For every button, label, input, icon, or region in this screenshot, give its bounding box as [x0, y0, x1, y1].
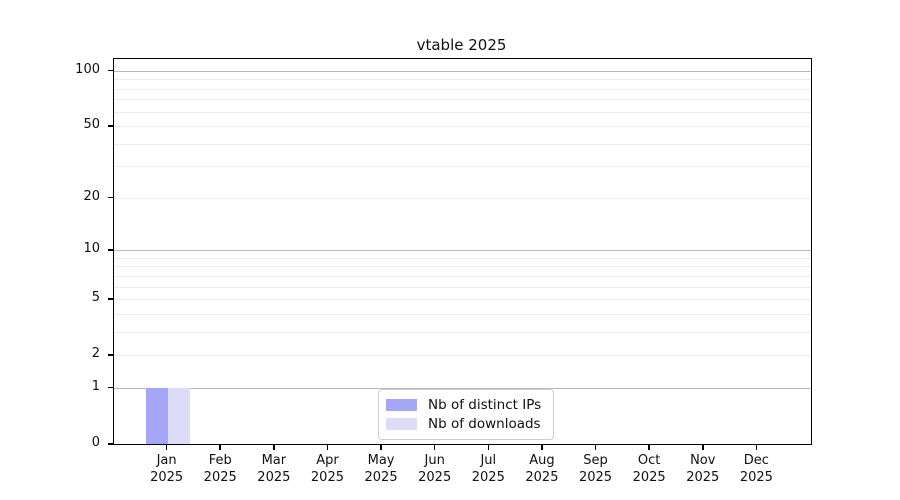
minor-gridline	[114, 166, 811, 168]
chart-title: vtable 2025	[416, 36, 507, 54]
minor-gridline	[114, 79, 811, 81]
x-tick	[487, 444, 490, 450]
legend-item-distinct-ips: Nb of distinct IPs	[386, 395, 544, 414]
minor-gridline	[114, 143, 811, 145]
legend-swatch-downloads	[386, 417, 417, 430]
x-tick	[165, 444, 168, 450]
bar-jan-s0	[145, 387, 168, 444]
minor-gridline	[114, 88, 811, 90]
y-tick-label: 10	[83, 241, 100, 257]
plot-area	[113, 58, 812, 445]
y-tick-label: 5	[91, 290, 100, 306]
x-tick-label: Oct 2025	[632, 453, 666, 485]
x-tick	[541, 444, 543, 450]
y-tick	[108, 354, 113, 356]
x-tick	[702, 444, 704, 450]
x-tick-label: May 2025	[364, 453, 398, 485]
minor-gridline	[114, 126, 811, 128]
minor-gridline	[114, 275, 811, 277]
major-gridline	[114, 387, 811, 389]
x-tick-label: Nov 2025	[686, 453, 720, 485]
x-tick-label: Jun 2025	[418, 453, 452, 485]
legend-label-distinct-ips: Nb of distinct IPs	[428, 396, 542, 413]
y-tick	[108, 196, 113, 199]
y-tick	[108, 249, 113, 251]
x-tick	[648, 444, 650, 450]
x-tick-label: Feb 2025	[203, 453, 237, 485]
x-tick-label: Sep 2025	[578, 453, 613, 485]
x-tick	[380, 444, 382, 450]
minor-gridline	[114, 197, 811, 199]
major-gridline	[114, 70, 811, 72]
minor-gridline	[114, 257, 811, 259]
y-tick	[108, 443, 113, 445]
minor-gridline	[114, 313, 811, 315]
x-tick-label: Jan 2025	[150, 453, 184, 485]
minor-gridline	[114, 266, 811, 268]
y-tick	[108, 125, 113, 127]
minor-gridline	[114, 299, 811, 301]
x-tick-label: Mar 2025	[257, 453, 291, 485]
minor-gridline	[114, 286, 811, 288]
legend-swatch-distinct-ips	[386, 398, 417, 411]
minor-gridline	[114, 99, 811, 101]
minor-gridline	[114, 111, 811, 113]
legend: Nb of distinct IPs Nb of downloads	[378, 389, 554, 440]
x-tick	[594, 444, 597, 450]
y-tick-label: 100	[75, 61, 100, 77]
minor-gridline	[114, 355, 811, 357]
major-gridline	[114, 250, 811, 252]
y-tick-label: 2	[91, 346, 100, 362]
y-tick-label: 0	[91, 435, 100, 450]
x-tick	[755, 444, 758, 450]
x-tick-label: Dec 2025	[739, 453, 773, 485]
bar-jan-s1	[167, 387, 190, 444]
legend-item-downloads: Nb of downloads	[386, 414, 544, 433]
x-tick-label: Jul 2025	[471, 453, 505, 485]
y-tick-label: 1	[91, 378, 100, 394]
x-tick	[273, 444, 275, 450]
y-tick-label: 20	[83, 188, 100, 204]
x-tick-label: Aug 2025	[525, 453, 559, 485]
y-tick	[108, 298, 113, 300]
x-tick-label: Apr 2025	[310, 453, 344, 485]
x-tick	[433, 444, 436, 450]
y-tick	[108, 386, 113, 389]
minor-gridline	[114, 331, 811, 333]
y-tick	[108, 69, 113, 72]
x-tick	[219, 444, 221, 450]
x-tick	[326, 444, 329, 450]
y-tick-label: 50	[83, 117, 100, 133]
legend-label-downloads: Nb of downloads	[428, 415, 541, 432]
